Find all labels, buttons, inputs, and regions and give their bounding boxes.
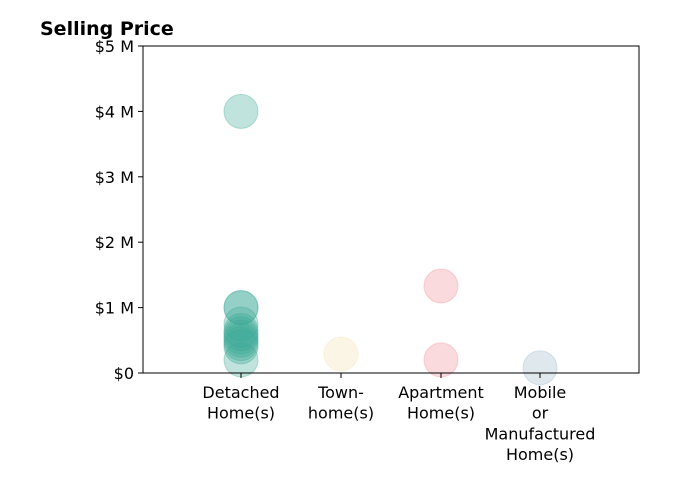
y-tick-label: $2 M [95, 233, 134, 252]
x-tick-label: Mobile or Manufactured Home(s) [485, 383, 596, 464]
x-tick-label: Town-home(s) [308, 383, 374, 423]
data-point [223, 342, 259, 378]
data-point [223, 326, 259, 362]
x-axis: Detached Home(s) Town-home(s) Apartment Home… [202, 373, 595, 464]
markers [223, 93, 558, 386]
data-point [223, 306, 259, 342]
x-tick-label: Apartment Home(s) [398, 383, 484, 423]
y-tick-label: $5 M [95, 37, 134, 56]
data-point [223, 312, 259, 348]
data-point [223, 290, 259, 326]
y-axis: $0 $1 M $2 M $3 M $4 M $5 M [95, 37, 143, 383]
plot-frame [142, 45, 640, 374]
x-tick-label: Detached Home(s) [202, 383, 279, 423]
y-tick-label: $3 M [95, 168, 134, 187]
y-tick-label: $1 M [95, 299, 134, 318]
data-point [223, 322, 259, 358]
y-tick-label: $4 M [95, 102, 134, 121]
data-point [223, 290, 259, 326]
data-point [323, 336, 359, 372]
data-point [522, 350, 558, 386]
data-point [223, 329, 259, 365]
data-point [223, 319, 259, 355]
y-tick-label: $0 [114, 364, 134, 383]
chart-title: Selling Price [40, 18, 174, 40]
data-point [423, 268, 459, 304]
data-point [423, 342, 459, 378]
data-point [223, 93, 259, 129]
data-point [223, 316, 259, 352]
